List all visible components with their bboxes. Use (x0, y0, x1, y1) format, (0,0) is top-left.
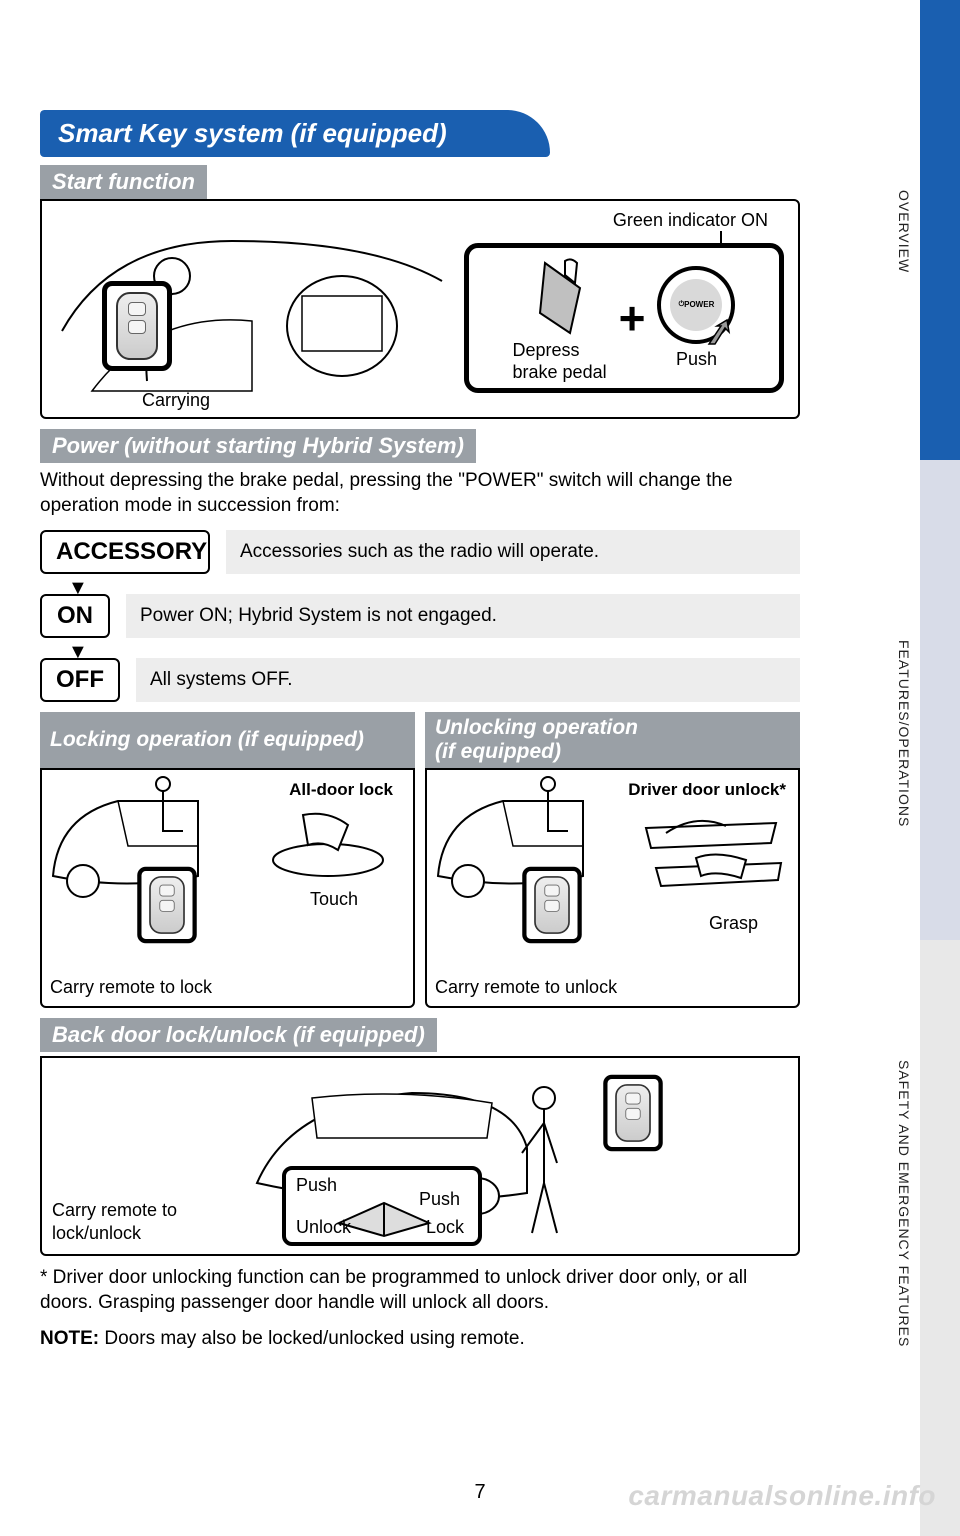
all-door-lock-label: All-door lock (289, 780, 393, 800)
carrying-label: Carrying (142, 389, 210, 412)
tab-safety-bg (920, 940, 960, 1536)
mode-row-accessory: ACCESSORY Accessories such as the radio … (40, 530, 800, 574)
key-fob-callout (137, 867, 197, 944)
note-text: Doors may also be locked/unlocked using … (99, 1328, 525, 1349)
arrow-down-icon: ▼ (68, 646, 800, 658)
locking-caption: Carry remote to lock (50, 976, 212, 999)
key-fob-icon (534, 876, 570, 934)
mode-on-box: ON (40, 594, 110, 638)
locking-panel: All-door lock Touch Carry remote to lock (40, 768, 415, 1008)
tab-safety-label: SAFETY AND EMERGENCY FEATURES (896, 1060, 912, 1347)
footnote: * Driver door unlocking function can be … (40, 1266, 800, 1315)
key-fob-icon (615, 1084, 651, 1142)
key-fob-icon (149, 876, 185, 934)
tab-features-label: FEATURES/OPERATIONS (896, 640, 912, 827)
locking-heading: Locking operation (if equipped) (40, 712, 415, 768)
lock-unlock-row: Locking operation (if equipped) All-door… (40, 712, 800, 1008)
unlocking-caption: Carry remote to unlock (435, 976, 617, 999)
page-content: Smart Key system (if equipped) Start fun… (40, 110, 800, 1350)
unlocking-panel: Driver door unlock* Grasp Carry remote t… (425, 768, 800, 1008)
key-fob-callout (522, 867, 582, 944)
grasp-handle-icon (636, 808, 786, 898)
touch-label: Touch (310, 888, 358, 911)
power-intro: Without depressing the brake pedal, pres… (40, 469, 800, 518)
backdoor-button-callout: Push Push Unlock Lock (282, 1166, 482, 1246)
power-button-label: POWER (684, 300, 714, 309)
arrow-down-icon: ▼ (68, 582, 800, 594)
push-label-right: Push (419, 1188, 460, 1211)
page-title: Smart Key system (if equipped) (40, 110, 550, 157)
unlocking-col: Unlocking operation (if equipped) Driver… (425, 712, 800, 1008)
locking-col: Locking operation (if equipped) All-door… (40, 712, 415, 1008)
note-label: NOTE: (40, 1328, 99, 1349)
green-indicator-label: Green indicator ON (613, 209, 768, 232)
mode-accessory-desc: Accessories such as the radio will opera… (226, 530, 800, 574)
start-heading: Start function (40, 165, 207, 199)
mode-row-off: OFF All systems OFF. (40, 658, 800, 702)
mode-on-desc: Power ON; Hybrid System is not engaged. (126, 594, 800, 638)
backdoor-caption: Carry remote to lock/unlock (52, 1199, 212, 1244)
tab-features-bg (920, 460, 960, 940)
start-action-box: Depress brake pedal + ⏻ POWER Push (464, 243, 784, 393)
push-label-left: Push (296, 1174, 337, 1197)
key-fob-icon (116, 292, 158, 360)
grasp-label: Grasp (709, 912, 758, 935)
tab-overview-bg (920, 0, 960, 460)
mode-accessory-box: ACCESSORY (40, 530, 210, 574)
side-tabs: OVERVIEW FEATURES/OPERATIONS SAFETY AND … (866, 0, 960, 1536)
note: NOTE: Doors may also be locked/unlocked … (40, 1328, 800, 1350)
plus-icon: + (619, 291, 646, 345)
watermark: carmanualsonline.info (628, 1480, 936, 1512)
start-panel: Green indicator ON Carrying (40, 199, 800, 419)
driver-door-unlock-label: Driver door unlock* (628, 780, 786, 800)
unlocking-heading-l2: (if equipped) (435, 740, 790, 764)
mode-off-box: OFF (40, 658, 120, 702)
unlock-label: Unlock (296, 1216, 351, 1239)
unlocking-heading: Unlocking operation (if equipped) (425, 712, 800, 768)
power-button-icon: ⏻ POWER (657, 266, 735, 344)
brake-pedal-icon (525, 253, 595, 343)
locking-heading-text: Locking operation (if equipped) (50, 728, 405, 752)
lock-label: Lock (426, 1216, 464, 1239)
unlocking-heading-l1: Unlocking operation (435, 716, 790, 740)
touch-handle-icon (263, 810, 393, 880)
backdoor-panel: Push Push Unlock Lock Carry remote to lo… (40, 1056, 800, 1256)
backdoor-heading: Back door lock/unlock (if equipped) (40, 1018, 437, 1052)
mode-off-desc: All systems OFF. (136, 658, 800, 702)
push-arrow-icon (707, 318, 735, 346)
key-fob-callout (102, 281, 172, 371)
power-heading: Power (without starting Hybrid System) (40, 429, 476, 463)
backdoor-section: Back door lock/unlock (if equipped) (40, 1018, 800, 1256)
depress-brake-label: Depress brake pedal (513, 339, 607, 384)
mode-row-on: ON Power ON; Hybrid System is not engage… (40, 594, 800, 638)
tab-overview-label: OVERVIEW (896, 190, 912, 273)
push-label: Push (676, 348, 717, 371)
key-fob-callout (603, 1075, 663, 1152)
